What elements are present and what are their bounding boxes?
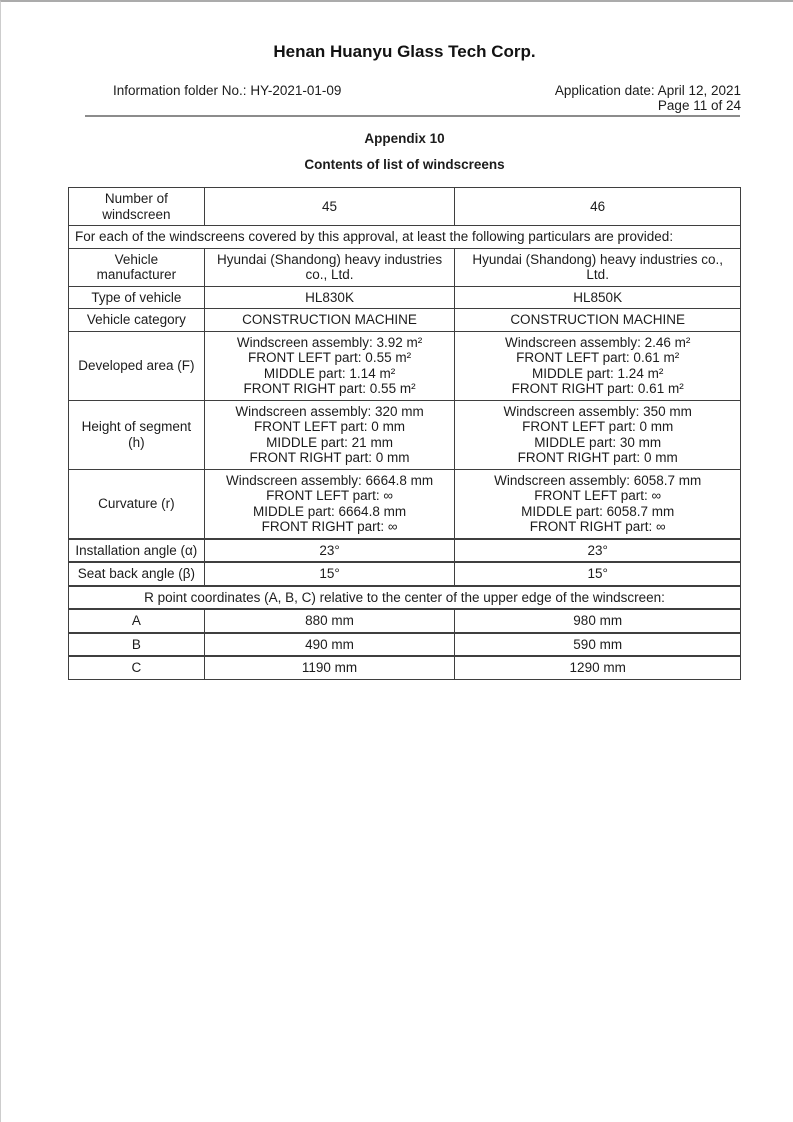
value-cell-windscreen-46: 23° — [454, 538, 741, 562]
cell-line: FRONT RIGHT part: ∞ — [261, 519, 398, 534]
info-right-block: Application date: April 12, 2021 Page 11… — [555, 83, 741, 113]
windscreen-spec-table: Number of windscreen 45 46 For each of the … — [68, 187, 741, 539]
cell-line: Windscreen assembly: 350 mm — [503, 403, 692, 419]
cell-line: MIDDLE part: 6664.8 mm — [253, 503, 407, 519]
row-label-cell: Type of vehicle — [68, 285, 205, 309]
value-cell-windscreen-45: Windscreen assembly: 3.92 m² FRONT LEFT p… — [203, 330, 456, 401]
row-label-cell: Installation angle (α) — [68, 538, 205, 562]
row-label-cell: Developed area (F) — [68, 330, 205, 401]
row-label-cell: Height of segment (h) — [68, 399, 205, 470]
value-cell-windscreen-46: 1290 mm — [454, 656, 741, 680]
cell-line: FRONT LEFT part: 0.61 m² — [516, 350, 680, 365]
page-number: Page 11 of 24 — [657, 98, 741, 113]
value-cell-windscreen-45: Windscreen assembly: 6664.8 mm FRONT LEFT… — [203, 468, 456, 539]
table-row: For each of the windscreens covered by t… — [68, 225, 741, 249]
value-cell-windscreen-46: Windscreen assembly: 350 mm FRONT LEFT pa… — [454, 399, 741, 470]
cell-line: Windscreen assembly: 6664.8 mm — [226, 472, 434, 488]
cell-line: FRONT LEFT part: ∞ — [534, 488, 662, 503]
coordinate-label-cell: C — [68, 656, 205, 680]
r-point-row-table: A 880 mm 980 mm — [68, 609, 741, 633]
value-cell-windscreen-45: 23° — [203, 538, 456, 562]
cell-line: FRONT LEFT part: ∞ — [266, 488, 393, 503]
row-label-cell: Number of windscreen — [68, 187, 205, 226]
table-row: B 490 mm 590 mm — [68, 632, 741, 656]
table-row: A 880 mm 980 mm — [68, 609, 741, 633]
contents-subtitle: Contents of list of windscreens — [304, 157, 505, 172]
cell-line: MIDDLE part: 1.24 m² — [532, 365, 664, 381]
application-date: Application date: April 12, 2021 — [554, 83, 741, 98]
windscreen-table-area: Number of windscreen 45 46 For each of the … — [68, 187, 741, 680]
value-cell-windscreen-45: HL830K — [203, 285, 456, 309]
table-row: Developed area (F) Windscreen assembly: 3… — [68, 330, 741, 401]
value-cell-windscreen-45: 1190 mm — [203, 656, 456, 680]
r-point-header-table: R point coordinates (A, B, C) relative t… — [68, 585, 741, 610]
cell-line: Windscreen assembly: 2.46 m² — [505, 334, 691, 350]
value-cell-windscreen-46: CONSTRUCTION MACHINE — [454, 308, 741, 332]
value-cell-windscreen-45: 45 — [203, 187, 456, 226]
value-cell-windscreen-46: Hyundai (Shandong) heavy industries co.,… — [454, 247, 741, 287]
value-cell-windscreen-45: 880 mm — [203, 609, 456, 633]
document-info-row: Information folder No.: HY-2021-01-09 Ap… — [68, 83, 741, 113]
angle-row-table: Installation angle (α) 23° 23° — [68, 538, 741, 563]
info-folder-number: Information folder No.: HY-2021-01-09 — [113, 83, 342, 98]
value-cell-windscreen-46: Windscreen assembly: 2.46 m² FRONT LEFT p… — [454, 330, 741, 401]
table-row: Seat back angle (β) 15° 15° — [68, 562, 741, 586]
cell-line: FRONT LEFT part: 0 mm — [254, 419, 406, 434]
r-point-header-cell: R point coordinates (A, B, C) relative t… — [68, 585, 741, 609]
coordinate-label-cell: A — [68, 609, 205, 633]
value-cell-windscreen-46: 15° — [454, 562, 741, 586]
value-cell-windscreen-45: Hyundai (Shandong) heavy industries co.,… — [203, 247, 456, 287]
appendix-title: Appendix 10 — [364, 131, 445, 146]
cell-line: Windscreen assembly: 320 mm — [235, 403, 424, 419]
table-row: Installation angle (α) 23° 23° — [68, 538, 741, 562]
cell-line: MIDDLE part: 21 mm — [266, 434, 393, 450]
value-cell-windscreen-46: 980 mm — [454, 609, 741, 633]
cell-line: MIDDLE part: 6058.7 mm — [521, 503, 675, 519]
row-label-cell: Vehicle category — [68, 308, 205, 332]
value-cell-windscreen-46: 46 — [454, 187, 741, 226]
row-label-cell: Vehicle manufacturer — [68, 247, 205, 287]
r-point-row-table: B 490 mm 590 mm — [68, 632, 741, 657]
table-row: Vehicle category CONSTRUCTION MACHINE CONS… — [68, 308, 741, 332]
cell-line: Windscreen assembly: 6058.7 mm — [494, 472, 702, 488]
cell-line: FRONT LEFT part: 0 mm — [522, 419, 674, 434]
value-cell-windscreen-45: 490 mm — [203, 632, 456, 656]
cell-line: MIDDLE part: 1.14 m² — [263, 365, 396, 381]
r-point-row-table: C 1190 mm 1290 mm — [68, 656, 741, 680]
row-label-cell: Seat back angle (β) — [68, 562, 205, 586]
value-cell-windscreen-45: 15° — [203, 562, 456, 586]
cell-line: FRONT RIGHT part: 0.55 m² — [243, 381, 416, 396]
header-divider-rule — [85, 115, 740, 117]
value-cell-windscreen-46: 590 mm — [454, 632, 741, 656]
company-title: Henan Huanyu Glass Tech Corp. — [273, 42, 536, 61]
cell-line: FRONT LEFT part: 0.55 m² — [248, 350, 412, 365]
row-label-cell: Curvature (r) — [68, 468, 205, 539]
value-cell-windscreen-45: CONSTRUCTION MACHINE — [203, 308, 456, 332]
cell-line: FRONT RIGHT part: 0 mm — [517, 450, 678, 465]
cell-line: FRONT RIGHT part: ∞ — [529, 519, 666, 534]
table-row: R point coordinates (A, B, C) relative t… — [68, 585, 741, 609]
table-row: Curvature (r) Windscreen assembly: 6664.8… — [68, 468, 741, 539]
table-row: Number of windscreen 45 46 — [68, 187, 741, 226]
cell-line: FRONT RIGHT part: 0.61 m² — [511, 381, 684, 396]
cell-line: MIDDLE part: 30 mm — [534, 434, 662, 450]
coordinate-label-cell: B — [68, 632, 205, 656]
value-cell-windscreen-46: HL850K — [454, 285, 741, 309]
table-row: Height of segment (h) Windscreen assembly… — [68, 399, 741, 470]
cell-line: Windscreen assembly: 3.92 m² — [236, 334, 423, 350]
cell-line: FRONT RIGHT part: 0 mm — [249, 450, 410, 465]
table-row: Type of vehicle HL830K HL850K — [68, 285, 741, 309]
page-content: Henan Huanyu Glass Tech Corp. Informatio… — [68, 42, 741, 680]
table-row: C 1190 mm 1290 mm — [68, 656, 741, 680]
angle-row-table: Seat back angle (β) 15° 15° — [68, 562, 741, 586]
value-cell-windscreen-45: Windscreen assembly: 320 mm FRONT LEFT pa… — [203, 399, 456, 470]
value-cell-windscreen-46: Windscreen assembly: 6058.7 mm FRONT LEFT… — [454, 468, 741, 539]
table-row: Vehicle manufacturer Hyundai (Shandong) h… — [68, 247, 741, 287]
full-width-note-cell: For each of the windscreens covered by t… — [68, 225, 741, 249]
